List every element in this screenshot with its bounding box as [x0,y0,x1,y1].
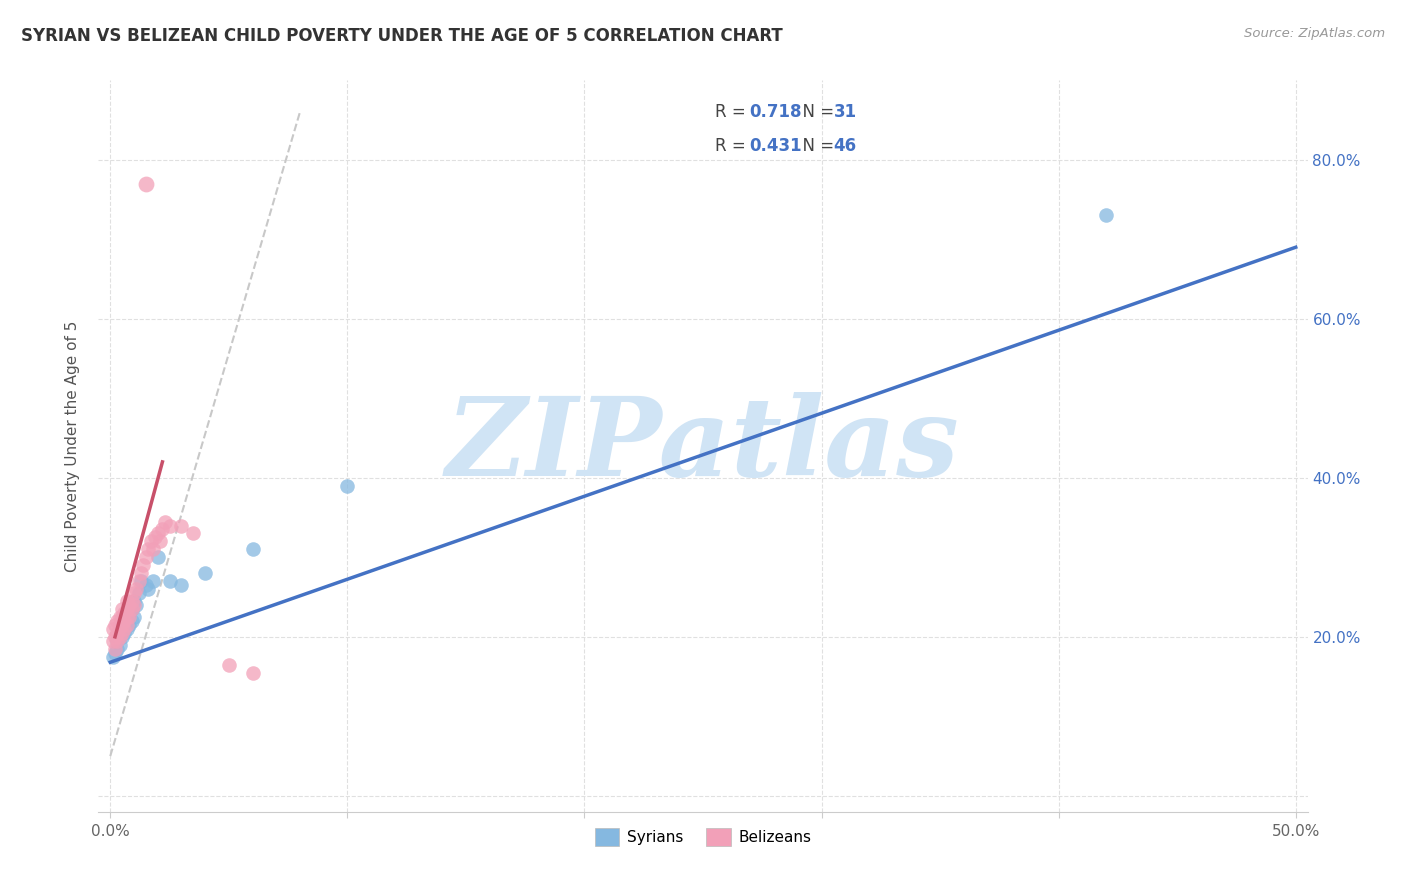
Point [218,657,240,672]
Point [135,177,157,191]
Text: 31: 31 [834,103,856,121]
Text: ZIPatlas: ZIPatlas [446,392,960,500]
Point [125,582,148,596]
Point [128,574,150,589]
Point [104,646,127,660]
Point [111,610,134,624]
Text: Source: ZipAtlas.com: Source: ZipAtlas.com [1244,27,1385,40]
Point [118,618,141,632]
Point [122,586,145,600]
Text: 0.431: 0.431 [749,137,801,155]
Point [122,610,145,624]
Point [114,625,136,640]
Text: 46: 46 [834,137,856,155]
Point [129,574,152,589]
Point [336,479,359,493]
Point [242,542,264,557]
Point [1095,209,1118,223]
Point [121,602,143,616]
Point [115,618,138,632]
Point [114,622,136,636]
Point [115,610,138,624]
Point [118,610,141,624]
Point [136,542,159,557]
Point [111,630,134,644]
Point [159,574,181,589]
Point [149,534,172,549]
Point [111,618,134,632]
Point [146,550,169,565]
Point [122,594,145,608]
Point [108,630,131,644]
Point [105,641,128,656]
Point [105,633,128,648]
Point [135,550,157,565]
Text: R =: R = [716,103,751,121]
Point [118,598,141,612]
Point [108,630,131,644]
Point [111,602,134,616]
Point [132,558,155,573]
Point [104,630,127,644]
Point [108,610,131,624]
Point [181,526,204,541]
Point [105,633,128,648]
Point [121,602,143,616]
Point [114,614,136,628]
Point [115,594,138,608]
Point [242,665,264,680]
Point [142,574,165,589]
Point [104,641,127,656]
Point [115,602,138,616]
Point [170,518,193,533]
Point [136,582,159,596]
Point [153,515,176,529]
Point [101,633,124,648]
Point [105,625,128,640]
Point [104,618,127,632]
Legend: Syrians, Belizeans: Syrians, Belizeans [589,822,817,852]
Point [170,578,193,592]
Point [114,614,136,628]
Point [122,598,145,612]
Point [115,622,138,636]
Point [108,638,131,652]
Text: 0.718: 0.718 [749,103,801,121]
Point [135,578,157,592]
Point [146,526,169,541]
Point [118,606,141,620]
Point [142,542,165,557]
Point [194,566,217,581]
Point [105,614,128,628]
Text: R =: R = [716,137,751,155]
Point [111,625,134,640]
Text: N =: N = [793,137,839,155]
Point [159,518,181,533]
Point [139,534,162,549]
Point [143,530,166,544]
Text: SYRIAN VS BELIZEAN CHILD POVERTY UNDER THE AGE OF 5 CORRELATION CHART: SYRIAN VS BELIZEAN CHILD POVERTY UNDER T… [21,27,783,45]
Point [129,566,152,581]
Point [115,610,138,624]
Point [121,614,143,628]
Point [121,594,143,608]
Point [108,618,131,632]
Text: N =: N = [793,103,839,121]
Point [152,523,174,537]
Y-axis label: Child Poverty Under the Age of 5: Child Poverty Under the Age of 5 [65,320,80,572]
Point [125,598,148,612]
Point [101,649,124,664]
Point [101,622,124,636]
Point [114,606,136,620]
Point [128,586,150,600]
Point [111,618,134,632]
